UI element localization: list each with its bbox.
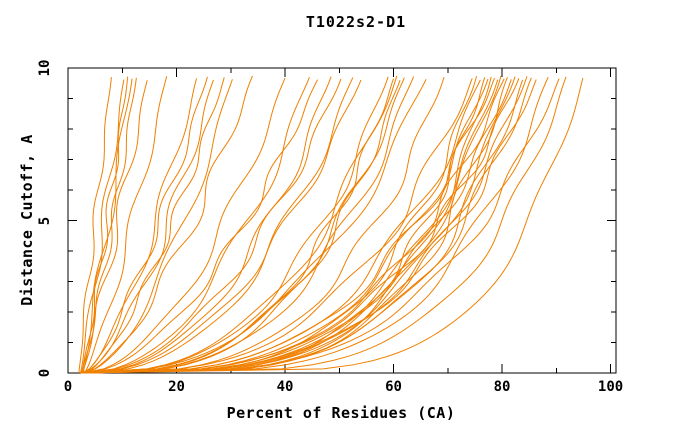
x-tick-label: 80	[493, 379, 511, 395]
model-curve	[83, 79, 537, 374]
model-curve	[83, 79, 319, 374]
model-curve	[82, 78, 560, 374]
model-curve	[82, 75, 502, 374]
model-curve	[80, 79, 512, 374]
x-tick-label: 0	[63, 379, 73, 395]
model-curve	[83, 76, 567, 374]
model-curve	[85, 80, 401, 374]
model-curve	[83, 76, 508, 374]
chart-title: T1022s2-D1	[305, 13, 407, 31]
model-curve	[79, 79, 125, 374]
y-tick-label: 5	[37, 216, 53, 225]
model-curve	[85, 79, 499, 374]
model-curve	[85, 78, 342, 374]
model-curve	[83, 77, 354, 374]
x-tick-label: 60	[385, 379, 402, 395]
model-curve	[81, 79, 214, 374]
model-curve	[84, 76, 492, 374]
model-curve	[84, 79, 524, 374]
model-curve	[81, 76, 332, 374]
model-curve	[85, 77, 225, 374]
y-tick-label: 0	[37, 368, 53, 378]
y-tick-label: 10	[37, 59, 53, 77]
model-curve	[83, 76, 208, 374]
x-axis-label: Percent of Residues (CA)	[226, 404, 456, 422]
model-curve	[80, 78, 473, 374]
model-curve	[84, 76, 549, 374]
model-curve	[83, 77, 405, 374]
model-curve	[82, 78, 198, 374]
model-curve	[85, 78, 505, 374]
model-curve	[85, 77, 445, 374]
model-curve	[85, 77, 532, 374]
model-curve	[82, 77, 286, 374]
model-curve	[81, 78, 489, 374]
model-curve	[84, 79, 362, 374]
model-curve	[83, 76, 168, 374]
y-axis-label: Distance Cutoff, A	[18, 134, 36, 306]
model-curve	[83, 76, 389, 374]
x-tick-label: 100	[597, 379, 624, 395]
x-tick-label: 20	[168, 379, 185, 395]
model-curve	[78, 77, 112, 374]
model-curve	[84, 76, 310, 374]
model-curve	[81, 76, 528, 374]
model-curve	[81, 76, 129, 374]
model-curve	[82, 79, 427, 374]
model-curve	[84, 76, 478, 374]
model-curve	[80, 77, 137, 374]
model-curve	[84, 76, 415, 374]
model-curve	[81, 80, 148, 374]
model-curve	[82, 75, 398, 374]
x-tick-label: 40	[276, 379, 294, 395]
model-curve	[83, 79, 233, 374]
model-curve	[86, 77, 486, 374]
model-curve	[82, 78, 520, 374]
model-curve	[85, 77, 584, 374]
model-curve	[84, 75, 253, 374]
model-curve	[83, 77, 495, 374]
